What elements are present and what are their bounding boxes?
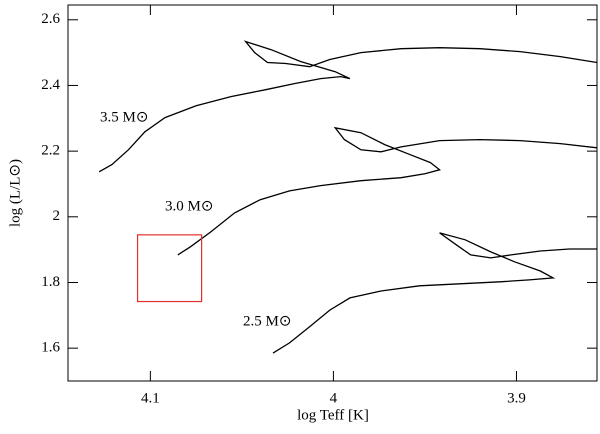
track-line — [177, 126, 598, 256]
y-tick-label: 2.6 — [41, 11, 60, 27]
x-tick-label: 4.1 — [141, 390, 160, 406]
y-tick-label: 2 — [53, 208, 61, 224]
x-tick-label: 4 — [330, 390, 338, 406]
x-axis-label: log Teff [K] — [297, 407, 369, 423]
y-tick-label: 1.6 — [41, 340, 60, 356]
y-tick-label: 1.8 — [41, 274, 60, 290]
track-label: 2.5 M⊙ — [243, 313, 291, 329]
track-line — [98, 40, 598, 173]
track-label: 3.0 M⊙ — [165, 198, 213, 214]
highlight-box — [136, 234, 203, 303]
x-tick-label: 3.9 — [507, 390, 526, 406]
track-line — [272, 232, 597, 354]
y-tick-label: 2.4 — [41, 77, 60, 93]
y-tick-label: 2.2 — [41, 143, 60, 159]
plot-frame — [67, 4, 598, 382]
y-axis-label: log (L/L⊙) — [7, 159, 23, 227]
track-label: 3.5 M⊙ — [100, 109, 148, 125]
